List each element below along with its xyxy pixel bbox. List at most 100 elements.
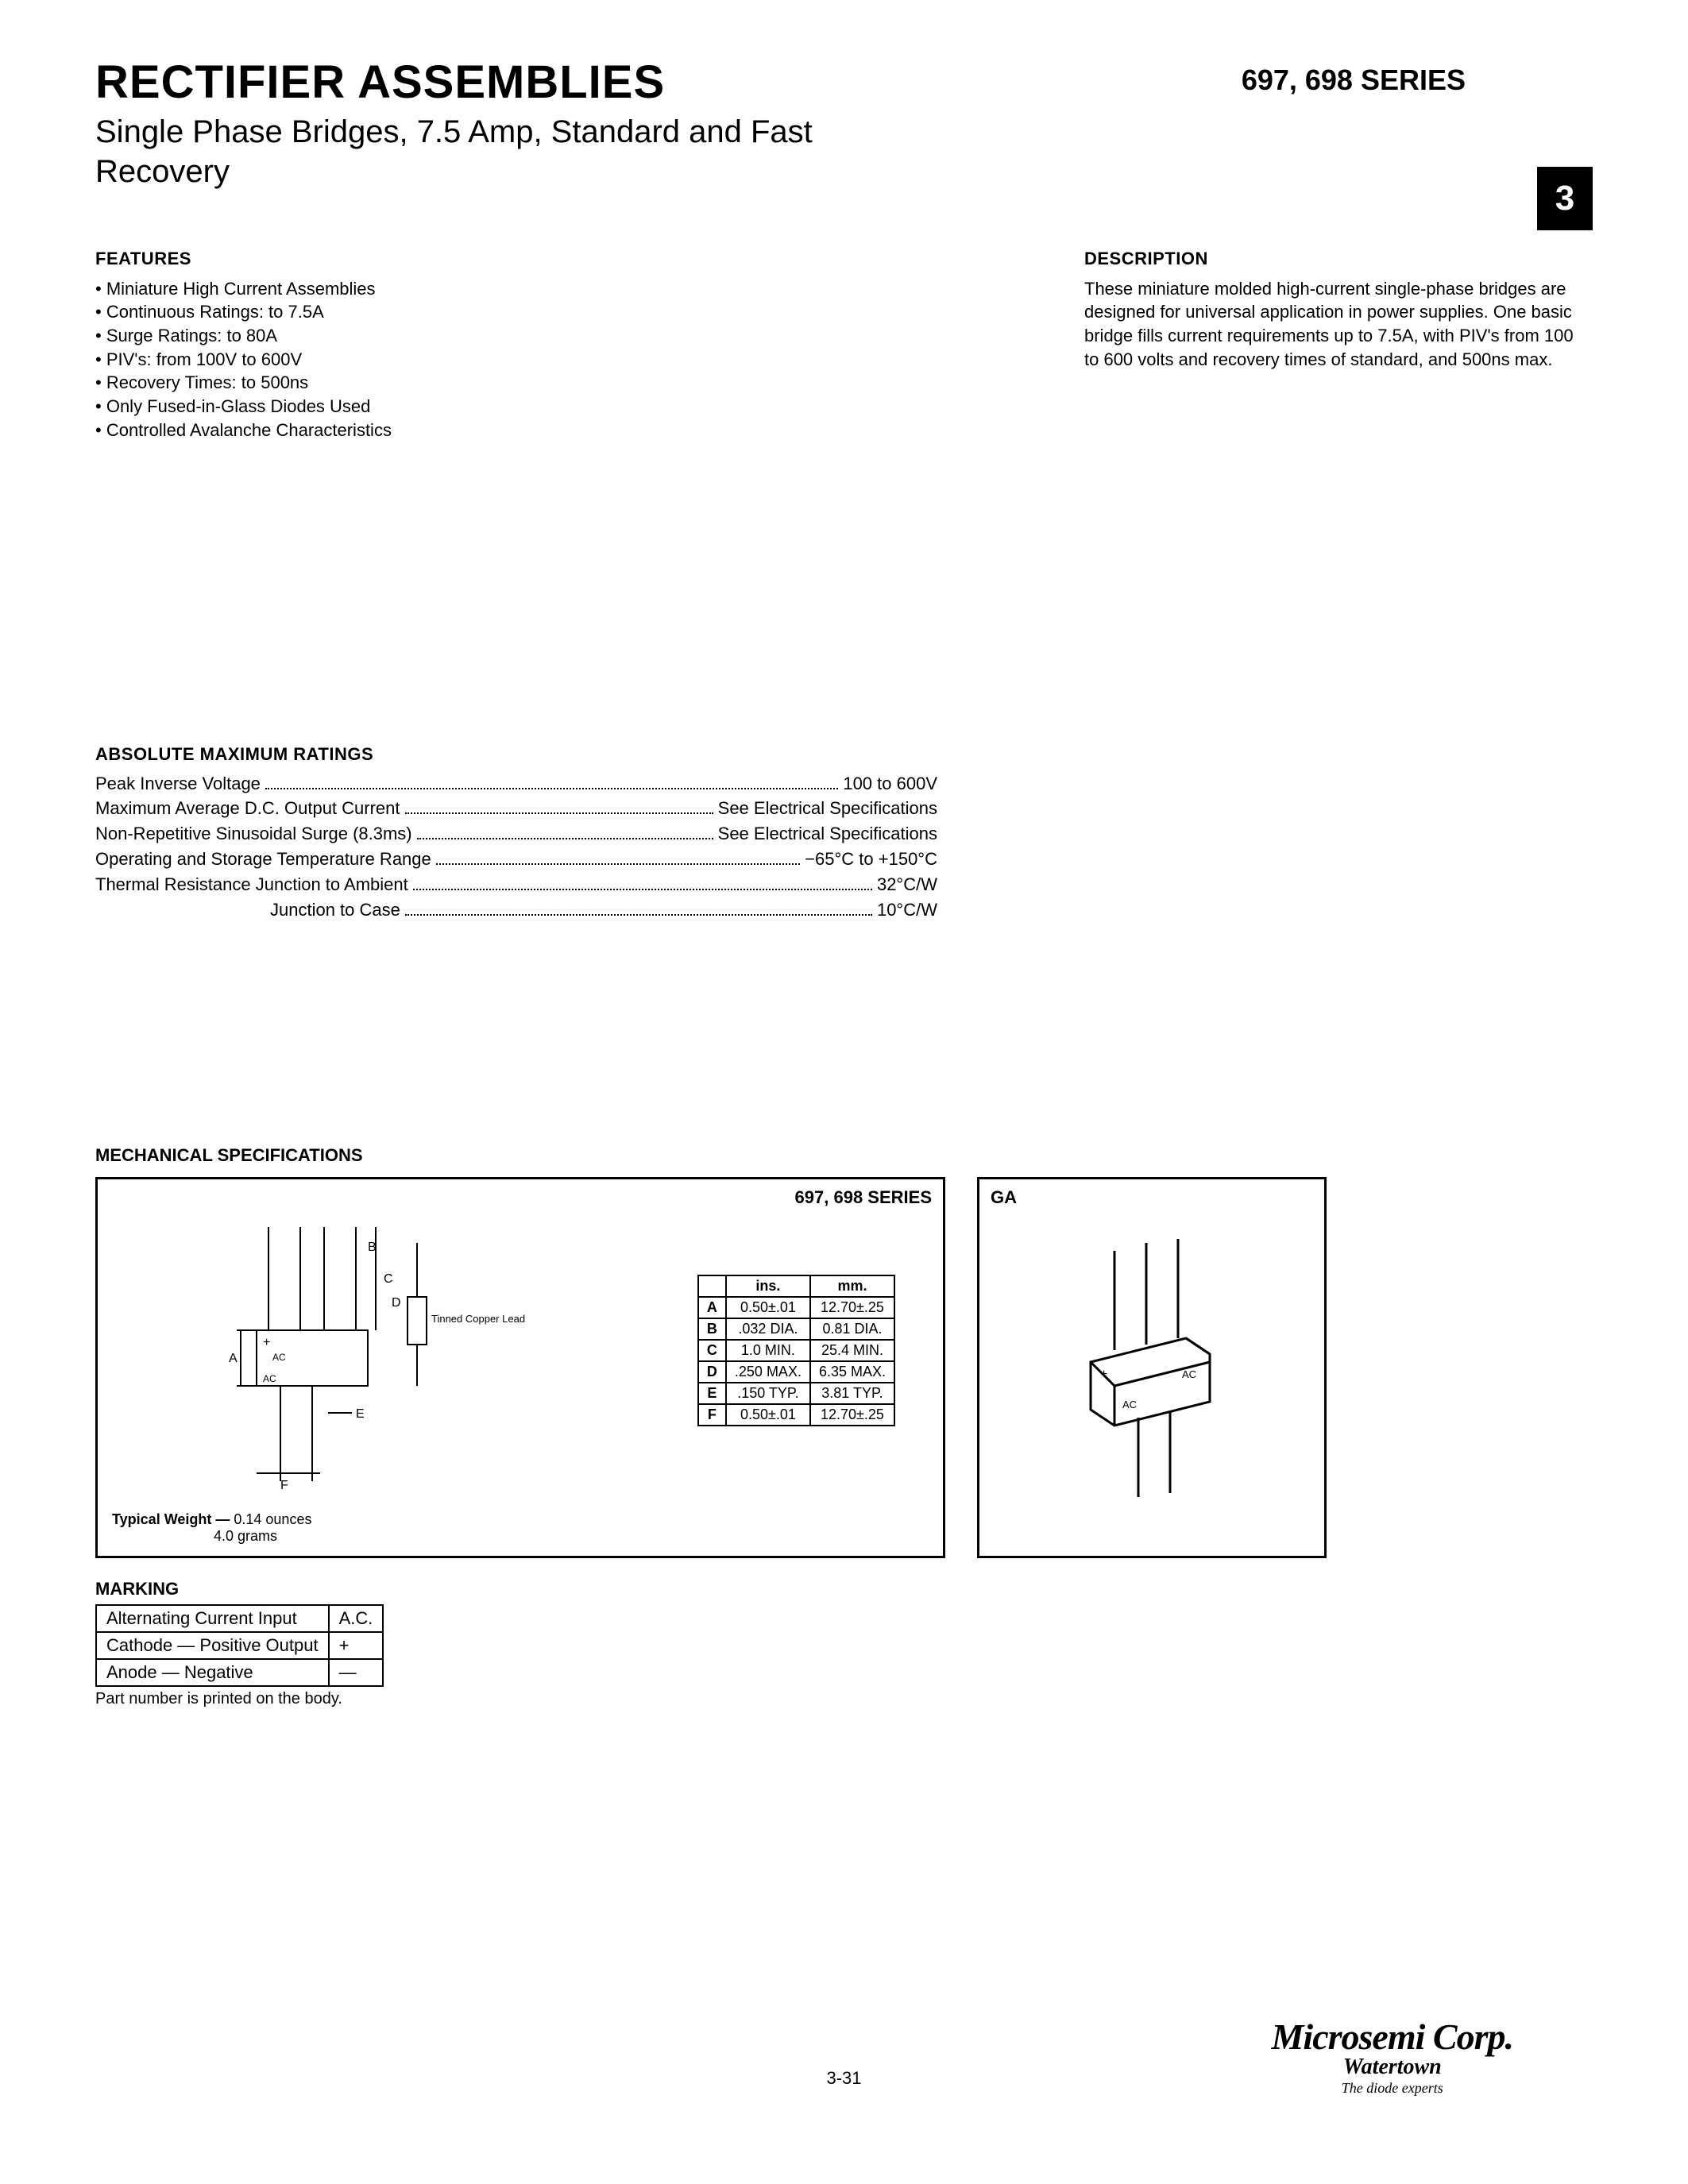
description-heading: DESCRIPTION	[1084, 247, 1593, 271]
mechanical-heading: MECHANICAL SPECIFICATIONS	[95, 1145, 1593, 1166]
mechanical-row: 697, 698 SERIES	[95, 1177, 1593, 1558]
ratings-row: Operating and Storage Temperature Range …	[95, 847, 937, 872]
ratings-value: 32°C/W	[877, 872, 937, 897]
ratings-label: Thermal Resistance Junction to Ambient	[95, 872, 408, 897]
marking-td: —	[329, 1659, 384, 1686]
marking-td: Anode — Negative	[96, 1659, 329, 1686]
leader-dots	[413, 873, 872, 890]
dim-label-b: B	[368, 1241, 377, 1254]
page-title: RECTIFIER ASSEMBLIES	[95, 56, 890, 109]
marking-note: Part number is printed on the body.	[95, 1690, 1593, 1708]
mechanical-left-label: 697, 698 SERIES	[795, 1187, 932, 1208]
dim-td: .150 TYP.	[726, 1383, 810, 1404]
weight-label: Typical Weight —	[112, 1511, 230, 1527]
feature-item: Continuous Ratings: to 7.5A	[95, 300, 973, 324]
ratings-value: See Electrical Specifications	[718, 821, 937, 847]
ratings-block: ABSOLUTE MAXIMUM RATINGS Peak Inverse Vo…	[95, 744, 937, 923]
dim-td: 0.50±.01	[726, 1297, 810, 1318]
dim-td: A	[698, 1297, 726, 1318]
dim-td: 6.35 MAX.	[810, 1361, 894, 1383]
dim-td: B	[698, 1318, 726, 1340]
dim-td: 3.81 TYP.	[810, 1383, 894, 1404]
features-list: Miniature High Current Assemblies Contin…	[95, 277, 973, 442]
features-col: FEATURES Miniature High Current Assembli…	[95, 247, 973, 442]
ratings-row: Thermal Resistance Junction to Ambient 3…	[95, 872, 937, 897]
marking-td: +	[329, 1632, 384, 1659]
mark-ac: AC	[272, 1352, 286, 1363]
dim-label-f: F	[280, 1479, 288, 1492]
dim-td: .250 MAX.	[726, 1361, 810, 1383]
dim-td: .032 DIA.	[726, 1318, 810, 1340]
logo-tagline: The diode experts	[1272, 2080, 1513, 2097]
dim-th: mm.	[810, 1275, 894, 1297]
leader-dots	[417, 822, 713, 839]
leader-dots	[405, 898, 872, 916]
ratings-row: Non-Repetitive Sinusoidal Surge (8.3ms) …	[95, 821, 937, 847]
package-isometric-icon: + AC AC	[1027, 1219, 1281, 1521]
logo-sub: Watertown	[1272, 2055, 1513, 2080]
mark-plus: +	[263, 1336, 270, 1349]
logo-main: Microsemi Corp.	[1272, 2016, 1513, 2058]
ratings-label: Maximum Average D.C. Output Current	[95, 796, 400, 821]
dim-td: F	[698, 1404, 726, 1426]
mark-ac: AC	[263, 1373, 276, 1384]
ratings-value: See Electrical Specifications	[718, 796, 937, 821]
lead-note: Tinned Copper Lead	[431, 1313, 525, 1325]
iso-mark-plus: +	[1100, 1368, 1107, 1381]
leader-dots	[405, 797, 713, 814]
ratings-label: Operating and Storage Temperature Range	[95, 847, 431, 872]
ratings-row: Maximum Average D.C. Output Current See …	[95, 796, 937, 821]
ratings-row: Peak Inverse Voltage 100 to 600V	[95, 771, 937, 797]
mechanical-right-label: GA	[991, 1187, 1017, 1208]
dim-label-e: E	[356, 1407, 365, 1421]
dim-td: 12.70±.25	[810, 1404, 894, 1426]
dim-td: 12.70±.25	[810, 1297, 894, 1318]
ratings-value: 100 to 600V	[843, 771, 937, 797]
description-body: These miniature molded high-current sing…	[1084, 277, 1593, 372]
feature-item: Recovery Times: to 500ns	[95, 371, 973, 395]
iso-mark-ac: AC	[1182, 1368, 1196, 1380]
mechanical-outline-box: 697, 698 SERIES	[95, 1177, 945, 1558]
weight-note: Typical Weight — 0.14 ounces 4.0 grams	[112, 1511, 311, 1545]
package-outline-icon: A B C D E F + AC AC Tinned Copper Lead	[193, 1219, 527, 1505]
dim-label-a: A	[229, 1352, 238, 1365]
marking-heading: MARKING	[95, 1579, 1593, 1599]
ratings-heading: ABSOLUTE MAXIMUM RATINGS	[95, 744, 937, 765]
iso-mark-ac: AC	[1122, 1399, 1137, 1410]
dim-label-c: C	[384, 1272, 393, 1286]
mechanical-iso-box: GA + AC AC	[977, 1177, 1327, 1558]
feature-item: Miniature High Current Assemblies	[95, 277, 973, 301]
series-label: 697, 698 SERIES	[1242, 64, 1466, 97]
dim-td: 1.0 MIN.	[726, 1340, 810, 1361]
page-subtitle: Single Phase Bridges, 7.5 Amp, Standard …	[95, 112, 890, 191]
ratings-label: Peak Inverse Voltage	[95, 771, 261, 797]
ratings-value: −65°C to +150°C	[805, 847, 937, 872]
dim-td: E	[698, 1383, 726, 1404]
feature-item: Only Fused-in-Glass Diodes Used	[95, 395, 973, 419]
ratings-label: Non-Repetitive Sinusoidal Surge (8.3ms)	[95, 821, 412, 847]
dim-th	[698, 1275, 726, 1297]
marking-td: A.C.	[329, 1605, 384, 1632]
dim-td: D	[698, 1361, 726, 1383]
weight-g: 4.0 grams	[214, 1528, 277, 1544]
title-block: RECTIFIER ASSEMBLIES Single Phase Bridge…	[95, 56, 890, 191]
dimension-table: ins. mm. A0.50±.0112.70±.25 B.032 DIA.0.…	[697, 1275, 895, 1426]
feature-item: Controlled Avalanche Characteristics	[95, 419, 973, 442]
marking-table: Alternating Current InputA.C. Cathode — …	[95, 1604, 384, 1687]
weight-oz: 0.14 ounces	[234, 1511, 311, 1527]
dim-label-d: D	[392, 1296, 401, 1310]
ratings-value: 10°C/W	[877, 897, 937, 923]
dim-td: 25.4 MIN.	[810, 1340, 894, 1361]
dim-td: 0.50±.01	[726, 1404, 810, 1426]
ratings-row: Junction to Case 10°C/W	[95, 897, 937, 923]
dim-td: 0.81 DIA.	[810, 1318, 894, 1340]
ratings-label: Junction to Case	[270, 897, 400, 923]
marking-td: Alternating Current Input	[96, 1605, 329, 1632]
feature-item: PIV's: from 100V to 600V	[95, 348, 973, 372]
marking-td: Cathode — Positive Output	[96, 1632, 329, 1659]
features-heading: FEATURES	[95, 247, 973, 271]
logo-block: Microsemi Corp. Watertown The diode expe…	[1272, 2016, 1513, 2097]
header-row: RECTIFIER ASSEMBLIES Single Phase Bridge…	[95, 56, 1593, 191]
features-description-row: FEATURES Miniature High Current Assembli…	[95, 247, 1593, 442]
description-col: DESCRIPTION These miniature molded high-…	[1084, 247, 1593, 442]
